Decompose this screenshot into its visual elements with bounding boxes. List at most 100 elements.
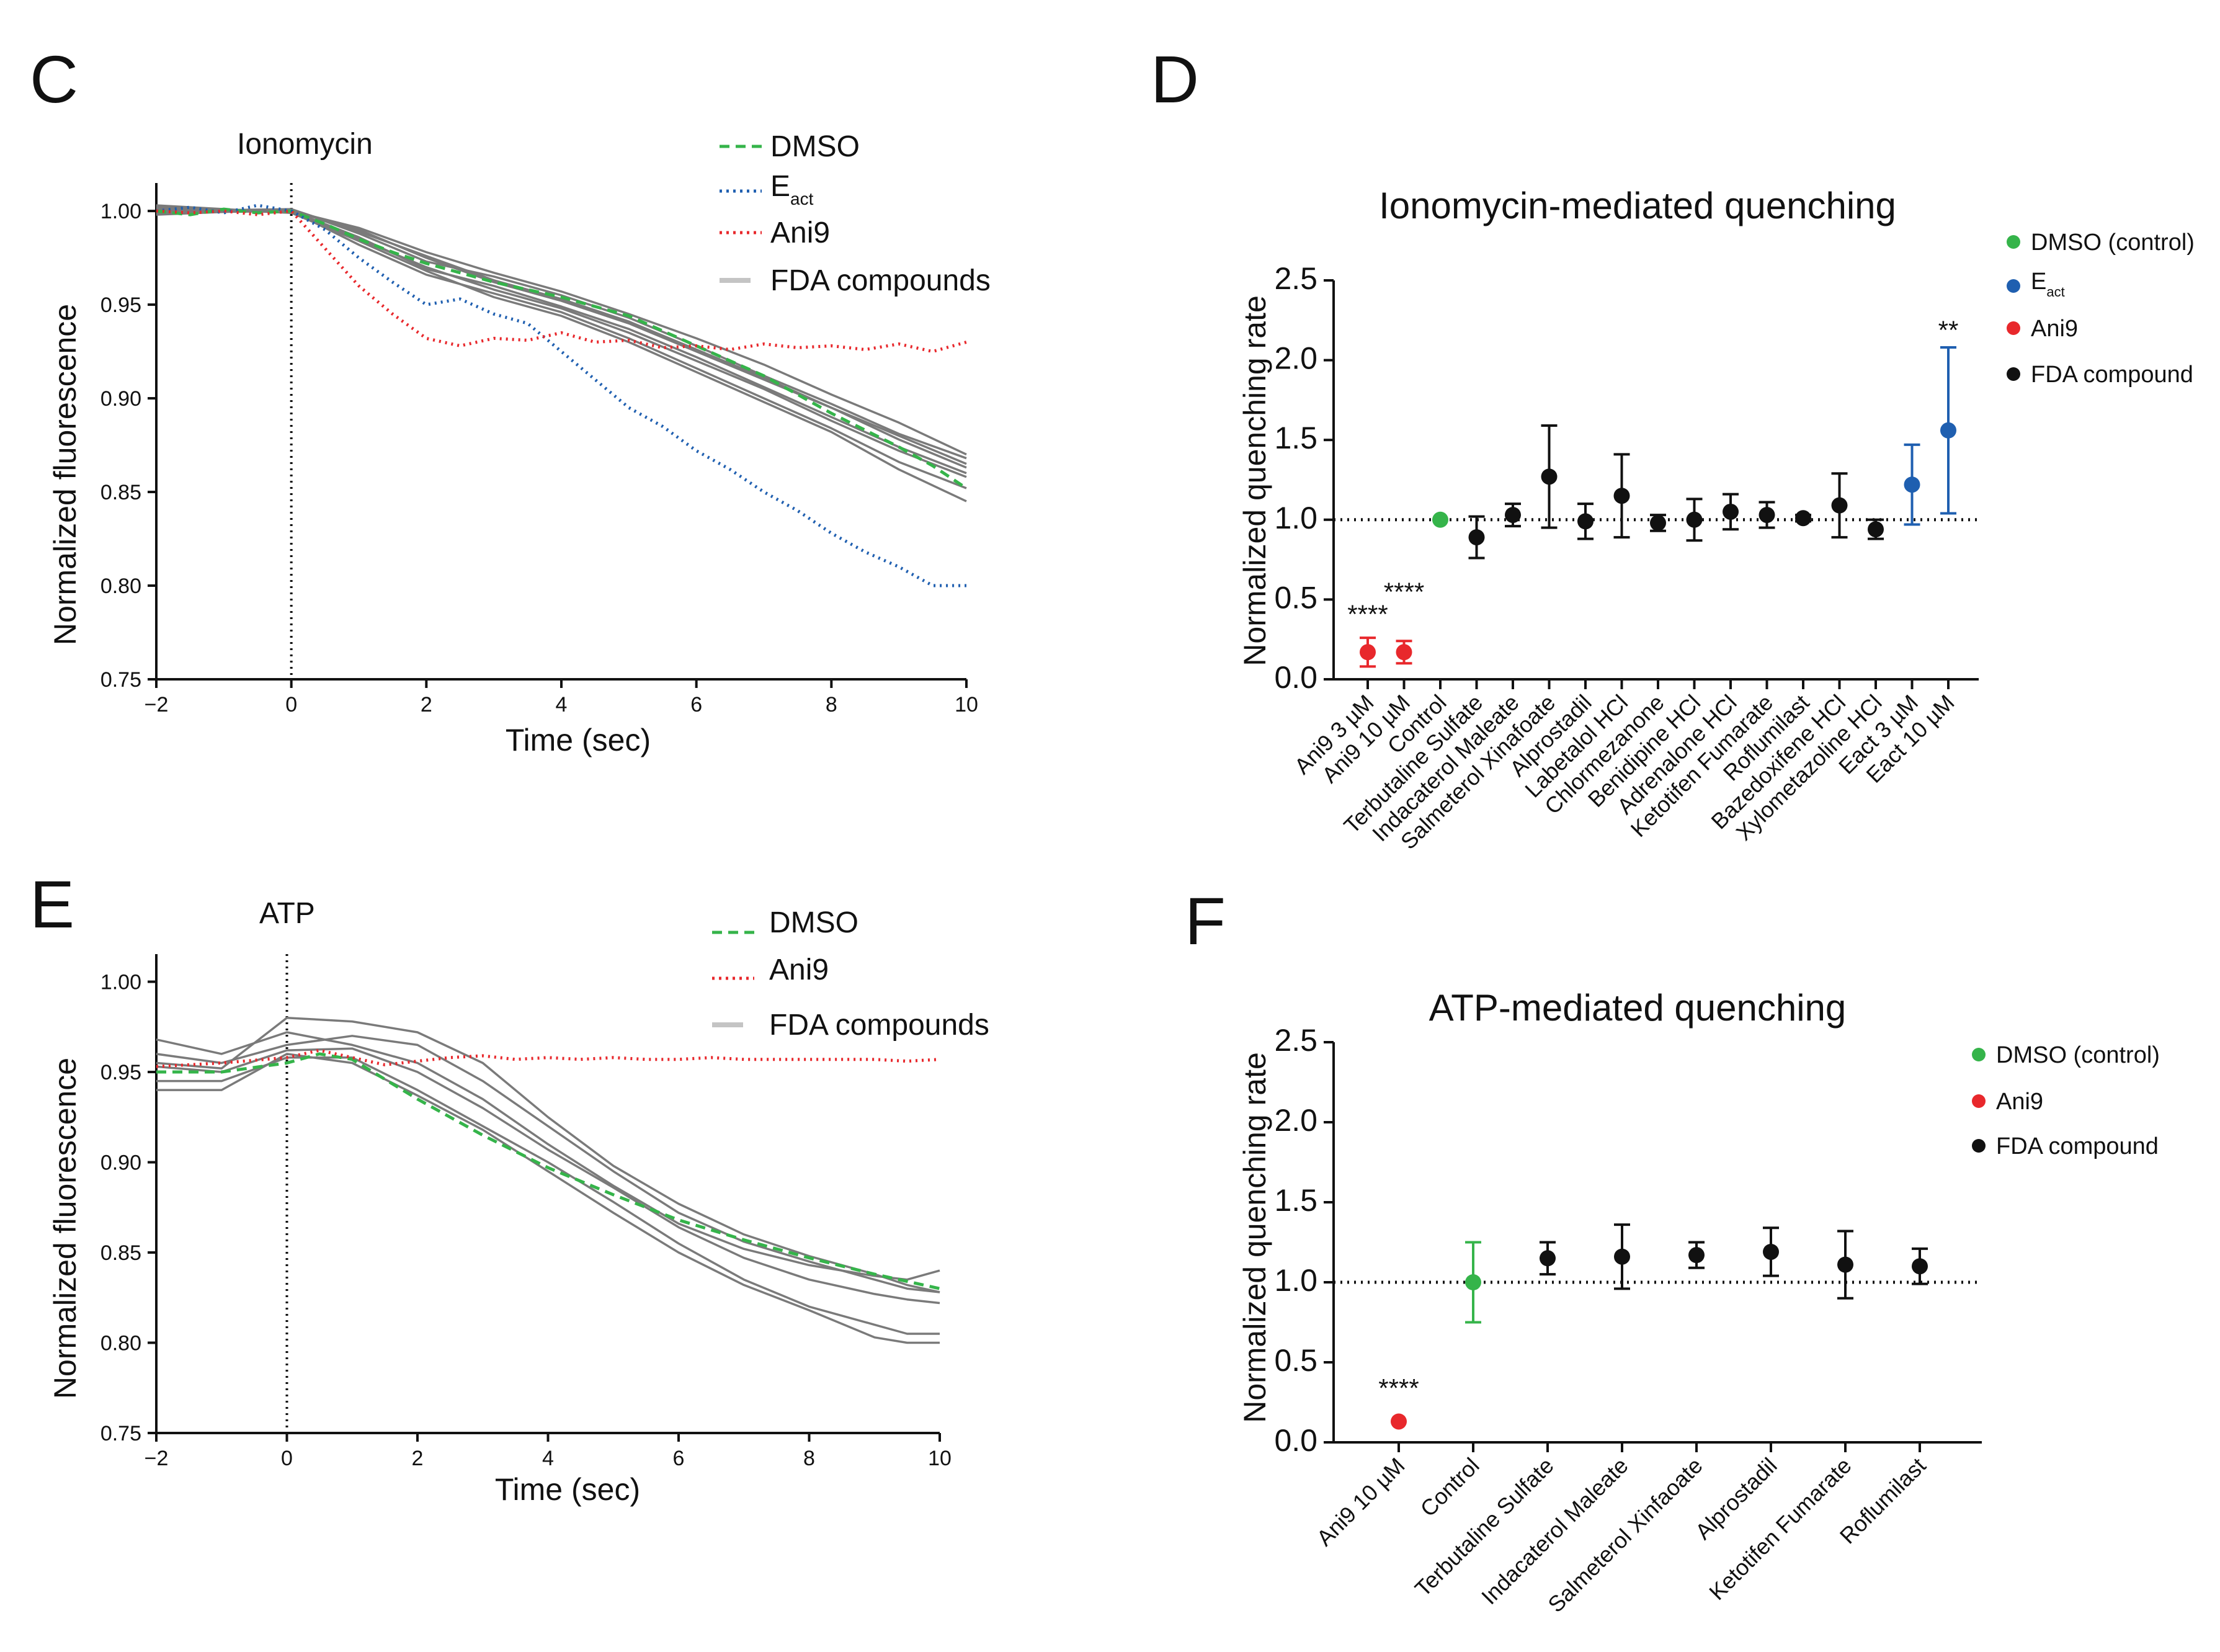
x-tick-label: 0 — [281, 1447, 293, 1470]
y-tick-label: 1.0 — [1274, 1263, 1317, 1298]
data-point — [1613, 488, 1630, 504]
legend-label-fda-compound: FDA compound — [1996, 1133, 2159, 1159]
panel-letter-e: E — [30, 867, 74, 942]
legend-dot-fda — [2007, 367, 2020, 381]
category-label: Ketotifen Fumarate — [1704, 1453, 1856, 1605]
x-tick-label: 8 — [803, 1447, 815, 1470]
panel-f: F ATP-mediated quenching DMSO (control) … — [1185, 883, 2160, 1617]
series-line-fda — [156, 204, 967, 502]
y-tick-label: 1.0 — [1274, 501, 1317, 535]
x-tick-label: 4 — [556, 693, 568, 717]
y-tick-label: 1.00 — [100, 200, 141, 223]
data-point — [1540, 1250, 1556, 1267]
data-point — [1759, 507, 1775, 524]
data-point — [1396, 644, 1412, 661]
data-point — [1391, 1413, 1407, 1430]
panel-f-title: ATP-mediated quenching — [1429, 987, 1847, 1029]
x-tick-label: 0 — [285, 693, 297, 717]
x-tick-label: 2 — [421, 693, 432, 717]
category-label: Control — [1415, 1453, 1484, 1522]
data-point — [1360, 644, 1376, 661]
panel-e-title: ATP — [259, 897, 315, 930]
legend-label-eact: Eact — [2031, 269, 2065, 300]
significance-label: ** — [1938, 316, 1959, 345]
panel-f-ylabel: Normalized quenching rate — [1237, 1052, 1272, 1423]
legend-dot-eact — [2007, 279, 2020, 293]
significance-label: **** — [1378, 1373, 1419, 1403]
data-point — [1577, 513, 1594, 530]
y-tick-label: 0.90 — [100, 387, 141, 411]
series-line-fda — [156, 1056, 940, 1335]
data-point — [1650, 514, 1666, 531]
series-line-eact — [156, 203, 966, 587]
legend-label-ani9: Ani9 — [1996, 1089, 2043, 1115]
panel-c-ylabel: Normalized fluorescence — [48, 304, 82, 645]
data-point — [1432, 511, 1448, 528]
y-tick-label: 0.0 — [1274, 1423, 1317, 1458]
panel-c-legend: DMSO Eact Ani9 FDA compounds — [720, 130, 991, 297]
legend-label-dmso-control: DMSO (control) — [2031, 230, 2195, 256]
panel-d-ylabel: Normalized quenching rate — [1237, 295, 1272, 666]
panel-c: C Ionomycin DMSO Eact Ani9 FDA compounds… — [30, 42, 991, 757]
series-line-fda — [156, 1016, 940, 1293]
legend-label-eact: Eact — [770, 170, 814, 208]
series-line-fda — [156, 206, 967, 478]
y-tick-label: 0.0 — [1274, 660, 1317, 695]
panel-d: D Ionomycin-mediated quenching DMSO (con… — [1151, 42, 2195, 854]
legend-label-ani9: Ani9 — [2031, 316, 2078, 342]
legend-label-dmso: DMSO — [770, 130, 860, 163]
y-tick-label: 0.80 — [100, 1332, 141, 1355]
panel-e-xlabel: Time (sec) — [495, 1472, 640, 1507]
panel-c-plot: −2 0 2 4 6 8 10 0.75 0.80 0.85 0.90 0.95 1.00 — [100, 183, 978, 717]
legend-label-dmso: DMSO — [769, 906, 858, 939]
series-line-dmso — [156, 207, 968, 490]
x-tick-label: 10 — [955, 693, 978, 717]
panel-c-title: Ionomycin — [237, 128, 373, 161]
x-tick-label: 6 — [673, 1447, 685, 1470]
series-line-fda — [156, 1035, 940, 1293]
y-tick-label: 0.80 — [100, 574, 141, 598]
data-point — [1831, 497, 1848, 514]
panel-e-legend: DMSO Ani9 FDA compounds — [712, 906, 989, 1042]
x-tick-label: 4 — [542, 1447, 554, 1470]
significance-label: **** — [1384, 577, 1424, 606]
panel-c-xlabel: Time (sec) — [506, 723, 651, 757]
y-tick-label: 0.75 — [100, 668, 141, 692]
series-line-fda — [156, 1047, 940, 1305]
x-tick-label: 6 — [690, 693, 702, 717]
data-point — [1686, 511, 1703, 528]
series-line-fda — [156, 208, 967, 456]
legend-label-ani9: Ani9 — [769, 953, 829, 986]
panel-e-plot: −2 0 2 4 6 8 10 0.75 0.80 0.85 0.90 0.95 1.00 — [100, 954, 952, 1470]
y-tick-label: 0.5 — [1274, 1343, 1317, 1378]
x-tick-label: −2 — [145, 1447, 169, 1470]
data-point — [1904, 476, 1920, 493]
y-tick-label: 2.0 — [1274, 1103, 1317, 1138]
y-tick-label: 0.75 — [100, 1422, 141, 1445]
panel-e-ylabel: Normalized fluorescence — [48, 1058, 82, 1399]
y-tick-label: 1.5 — [1274, 1183, 1317, 1218]
data-point — [1505, 507, 1521, 524]
legend-dot-dmso — [2007, 235, 2020, 249]
data-point — [1465, 1274, 1481, 1290]
data-point — [1912, 1258, 1928, 1275]
data-point — [1614, 1248, 1630, 1265]
data-point — [1940, 422, 1956, 439]
y-tick-label: 0.85 — [100, 1241, 141, 1265]
series-line-ani9 — [156, 209, 967, 354]
data-point — [1795, 510, 1811, 527]
x-tick-label: 2 — [412, 1447, 424, 1470]
y-tick-label: 2.5 — [1274, 261, 1317, 296]
panel-d-title: Ionomycin-mediated quenching — [1379, 185, 1896, 226]
y-tick-label: 1.00 — [100, 971, 141, 994]
y-tick-label: 0.85 — [100, 481, 141, 504]
panel-f-plot: 0.0 0.5 1.0 1.5 2.0 2.5 Ani9 10 µM ControlTerbu… — [1274, 1023, 1982, 1617]
legend-label-fda: FDA compounds — [769, 1009, 989, 1042]
series-line-ani9 — [156, 1048, 940, 1068]
x-tick-label: −2 — [145, 693, 169, 717]
x-tick-label: 10 — [928, 1447, 952, 1470]
series-line-fda — [156, 210, 967, 489]
series-line-fda — [156, 208, 967, 469]
